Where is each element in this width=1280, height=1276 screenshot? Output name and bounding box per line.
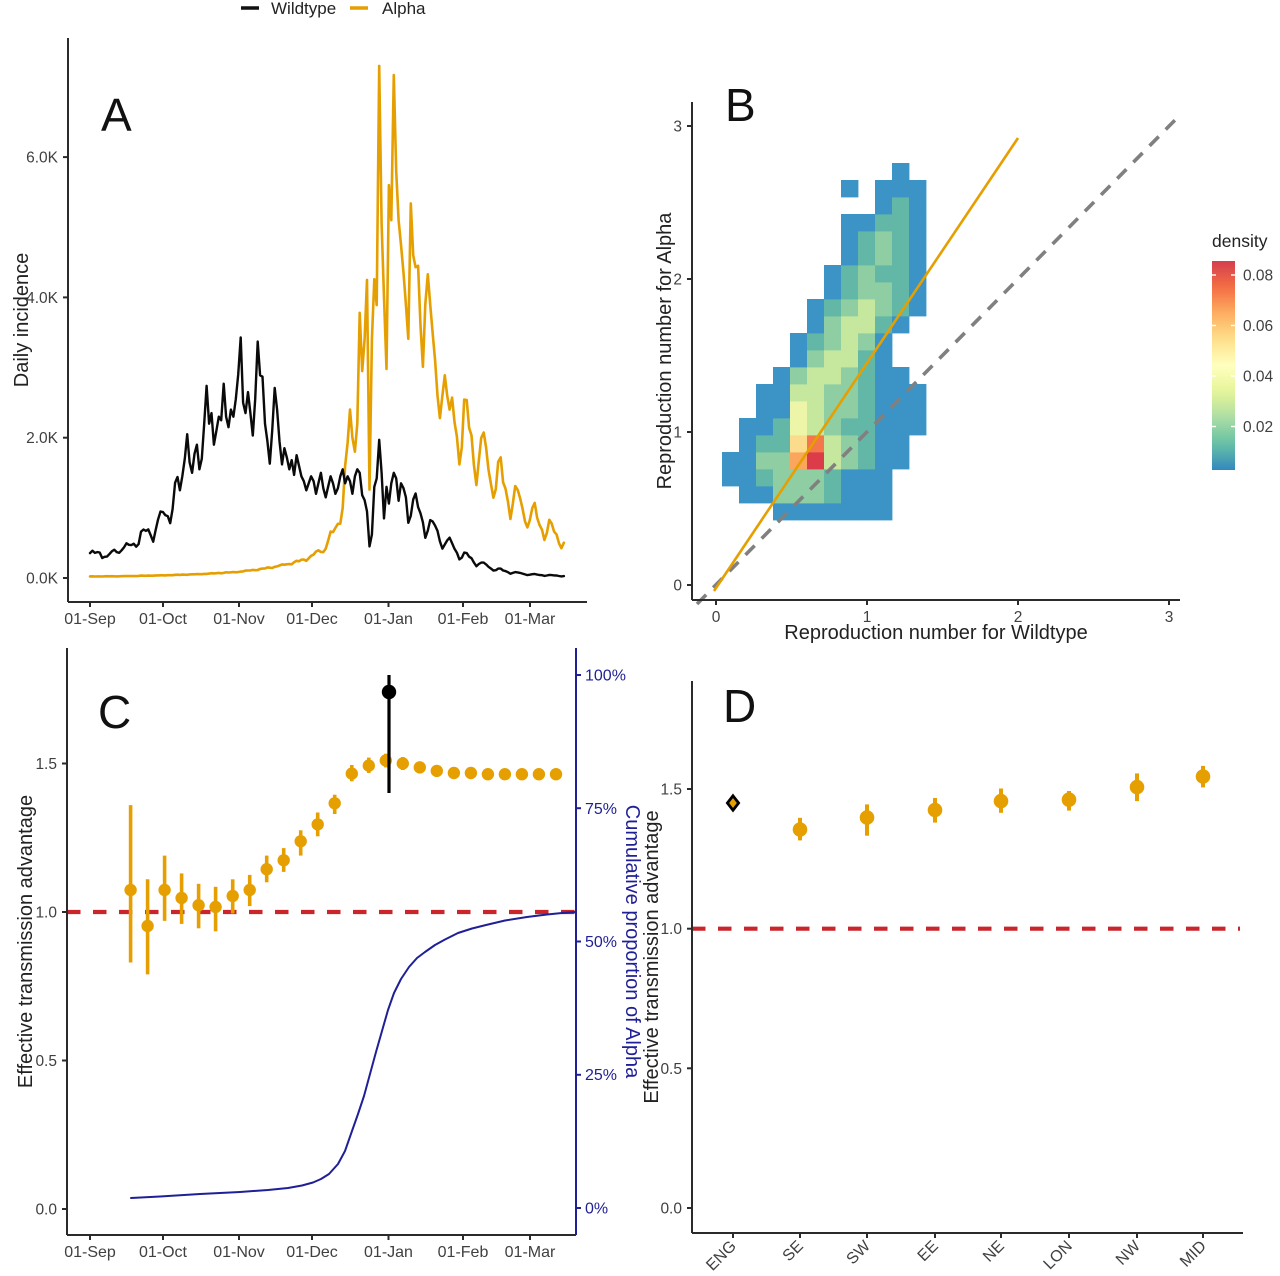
svg-text:3: 3 (1165, 609, 1174, 626)
svg-text:01-Sep: 01-Sep (64, 611, 116, 628)
svg-text:50%: 50% (585, 934, 617, 951)
svg-text:Reproduction number for Wildty: Reproduction number for Wildtype (784, 622, 1087, 644)
svg-text:3: 3 (673, 119, 682, 136)
svg-text:0.0K: 0.0K (26, 571, 59, 588)
svg-text:01-Nov: 01-Nov (213, 611, 265, 628)
svg-text:4.0K: 4.0K (26, 290, 59, 307)
svg-text:6.0K: 6.0K (26, 150, 59, 167)
svg-text:0.0: 0.0 (35, 1202, 57, 1219)
svg-text:Daily incidence: Daily incidence (11, 253, 33, 388)
svg-text:01-Dec: 01-Dec (286, 611, 338, 628)
svg-text:100%: 100% (585, 668, 626, 685)
svg-text:25%: 25% (585, 1067, 617, 1084)
svg-text:01-Dec: 01-Dec (286, 1244, 338, 1261)
svg-text:1.0: 1.0 (35, 905, 57, 922)
svg-text:0.02: 0.02 (1243, 419, 1273, 436)
svg-text:Alpha: Alpha (382, 0, 426, 18)
svg-text:1.0: 1.0 (660, 921, 682, 938)
svg-text:1: 1 (673, 425, 682, 442)
svg-text:0.08: 0.08 (1243, 268, 1273, 285)
svg-text:density: density (1212, 231, 1268, 251)
svg-text:C: C (98, 686, 131, 738)
svg-text:75%: 75% (585, 801, 617, 818)
svg-text:0.04: 0.04 (1243, 369, 1274, 386)
svg-text:01-Jan: 01-Jan (364, 611, 413, 628)
svg-text:Cumulative proportion of Alpha: Cumulative proportion of Alpha (621, 805, 643, 1079)
svg-text:Wildtype: Wildtype (271, 0, 336, 18)
svg-text:0: 0 (673, 578, 682, 595)
svg-text:01-Feb: 01-Feb (438, 611, 489, 628)
svg-text:01-Nov: 01-Nov (213, 1244, 265, 1261)
svg-text:1: 1 (863, 609, 872, 626)
svg-text:Effective transmission advanta: Effective transmission advantage (641, 810, 663, 1103)
svg-text:01-Oct: 01-Oct (139, 611, 188, 628)
svg-text:0.5: 0.5 (35, 1053, 57, 1070)
svg-text:0.0: 0.0 (660, 1201, 682, 1218)
svg-text:2: 2 (1014, 609, 1023, 626)
svg-text:D: D (723, 680, 756, 732)
svg-text:2.0K: 2.0K (26, 430, 59, 447)
svg-text:0.06: 0.06 (1243, 318, 1273, 335)
svg-text:0%: 0% (585, 1201, 608, 1218)
svg-text:0: 0 (712, 609, 721, 626)
svg-text:1.5: 1.5 (660, 782, 682, 799)
svg-text:Reproduction number for Alpha: Reproduction number for Alpha (654, 212, 676, 490)
svg-text:01-Mar: 01-Mar (505, 611, 556, 628)
svg-text:B: B (725, 79, 756, 131)
svg-text:01-Jan: 01-Jan (364, 1244, 413, 1261)
svg-text:A: A (101, 89, 132, 141)
svg-text:2: 2 (673, 272, 682, 289)
svg-text:Effective transmission advanta: Effective transmission advantage (15, 795, 37, 1088)
svg-text:0.5: 0.5 (660, 1061, 682, 1078)
svg-text:1.5: 1.5 (35, 756, 57, 773)
svg-text:01-Mar: 01-Mar (505, 1244, 556, 1261)
svg-text:01-Oct: 01-Oct (139, 1244, 188, 1261)
svg-text:01-Sep: 01-Sep (64, 1244, 116, 1261)
svg-text:01-Feb: 01-Feb (438, 1244, 489, 1261)
